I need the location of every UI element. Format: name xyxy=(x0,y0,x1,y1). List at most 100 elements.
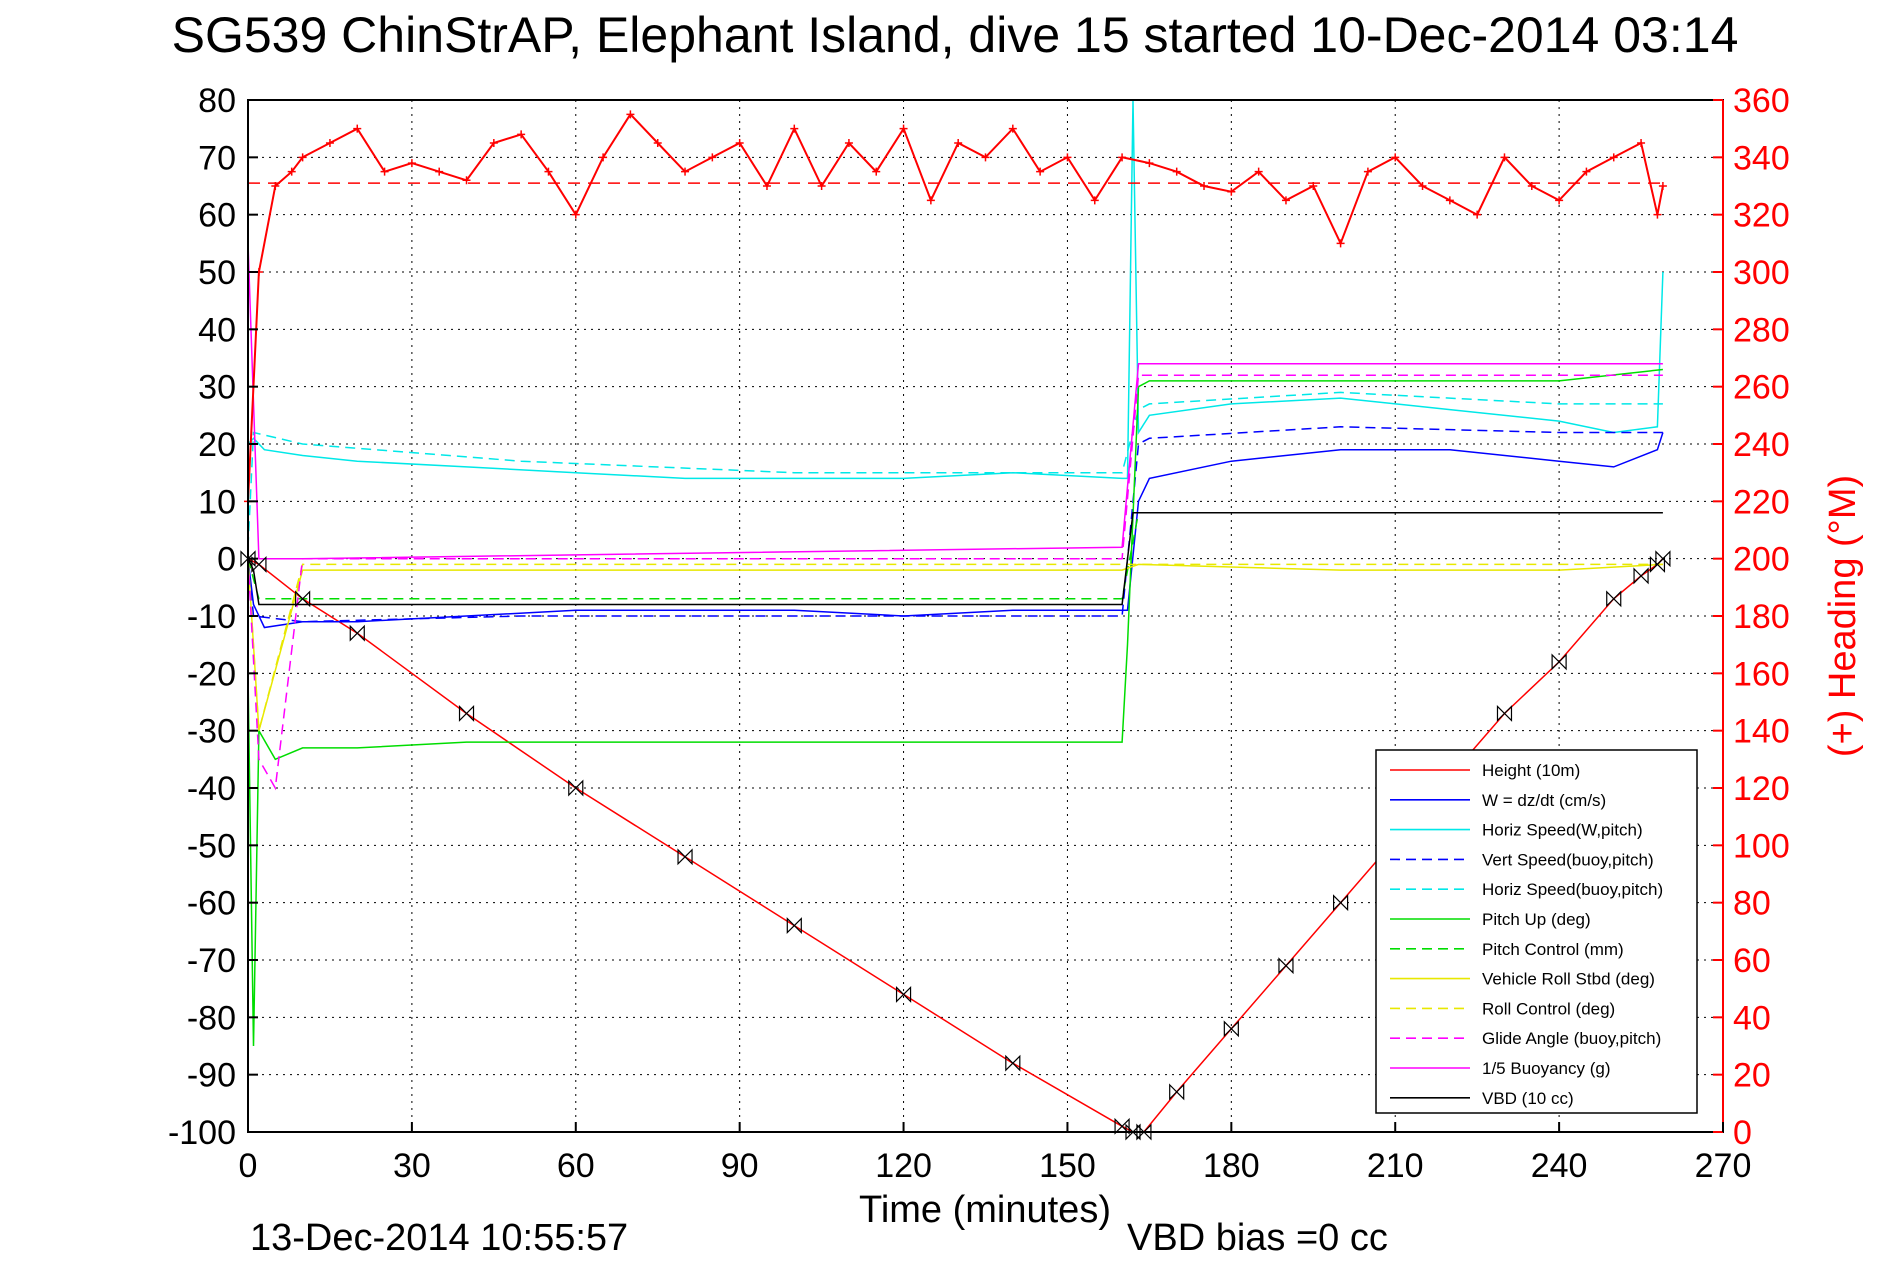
heading-point xyxy=(544,167,553,176)
heading-point xyxy=(626,110,635,119)
heading-point xyxy=(817,182,826,190)
height-marker xyxy=(1332,894,1349,912)
series-layer xyxy=(244,99,1667,1133)
heading-point xyxy=(1658,182,1667,190)
series-1-5-buoyancy-g xyxy=(247,243,1663,560)
y-tick-label-right: 60 xyxy=(1733,942,1771,980)
height-marker xyxy=(1223,1020,1239,1038)
heading-point xyxy=(1391,153,1400,162)
heading-point xyxy=(1090,196,1099,205)
legend-label: Pitch Up (deg) xyxy=(1482,910,1591,929)
legend-label: Vert Speed(buoy,pitch) xyxy=(1482,850,1654,869)
series-vert-speed-buoy-pitch xyxy=(247,426,1663,623)
x-tick-label: 30 xyxy=(393,1147,431,1185)
y-tick-label-left: -40 xyxy=(187,770,236,808)
y-tick-label-left: -100 xyxy=(168,1114,236,1152)
height-marker xyxy=(1125,1123,1141,1141)
y-tick-label-left: 10 xyxy=(198,483,236,521)
y-tick-label-right: 180 xyxy=(1733,598,1790,636)
legend-label: Glide Angle (buoy,pitch) xyxy=(1482,1029,1661,1048)
heading-point xyxy=(708,153,717,162)
heading-point xyxy=(1637,139,1646,147)
heading-point xyxy=(1172,167,1181,176)
heading-point xyxy=(1200,182,1209,190)
y-tick-label-right: 100 xyxy=(1733,827,1790,865)
x-tick-label: 210 xyxy=(1367,1147,1424,1185)
series-roll-control-deg xyxy=(247,558,1663,731)
x-axis-label: Time (minutes) xyxy=(859,1189,1111,1231)
legend-box xyxy=(1375,749,1698,1114)
legend-label: Pitch Control (mm) xyxy=(1482,940,1624,959)
y-tick-label-left: -90 xyxy=(187,1057,236,1095)
y-tick-label-right: 220 xyxy=(1733,483,1790,521)
y-tick-label-left: -50 xyxy=(187,827,236,865)
legend-label: Horiz Speed(W,pitch) xyxy=(1482,821,1643,840)
y-tick-label-right: 260 xyxy=(1733,369,1790,407)
y-tick-label-left: 40 xyxy=(198,311,236,349)
heading-point xyxy=(1118,153,1127,162)
height-marker xyxy=(1606,590,1622,608)
heading-point xyxy=(653,139,662,147)
heading-point xyxy=(1473,210,1482,219)
x-tick-label: 240 xyxy=(1531,1147,1588,1185)
y-axis-right: 0 20 40 60 80 100 120 140 160 180 200 220 240 260 280 3… xyxy=(1713,82,1790,1152)
heading-point xyxy=(954,139,963,147)
height-marker xyxy=(1655,550,1671,568)
heading-point xyxy=(435,167,444,176)
x-tick-label: 90 xyxy=(721,1147,759,1185)
height-marker xyxy=(895,985,912,1003)
height-marker xyxy=(1169,1083,1185,1101)
heading-point xyxy=(762,182,771,190)
height-marker xyxy=(1114,1117,1130,1135)
heading-point xyxy=(1555,196,1564,205)
height-marker xyxy=(349,624,365,642)
heading-point xyxy=(735,139,744,147)
heading-point xyxy=(1254,167,1263,176)
x-tick-label: 120 xyxy=(875,1147,932,1185)
y-tick-label-right: 360 xyxy=(1733,82,1790,120)
heading-point xyxy=(599,153,608,162)
height-marker xyxy=(240,550,256,568)
y-tick-label-right: 300 xyxy=(1733,254,1790,292)
y-tick-label-left: -60 xyxy=(187,885,236,923)
legend-label: Height (10m) xyxy=(1482,761,1580,780)
heading-point xyxy=(681,167,690,176)
heading-point xyxy=(1281,196,1290,205)
x-tick-label: 150 xyxy=(1039,1147,1096,1185)
y-tick-label-right: 200 xyxy=(1733,541,1790,579)
heading-point xyxy=(1036,167,1045,176)
y-tick-label-left: 80 xyxy=(198,82,236,120)
height-marker xyxy=(458,705,475,722)
height-marker xyxy=(568,779,584,797)
y-tick-label-left: 60 xyxy=(198,197,236,235)
height-marker xyxy=(1278,957,1294,975)
height-marker xyxy=(1496,705,1513,722)
heading-point xyxy=(571,210,580,219)
heading-point xyxy=(380,167,389,176)
heading-point xyxy=(1336,239,1345,248)
heading-point xyxy=(1500,153,1509,162)
legend-label: Vehicle Roll Stbd (deg) xyxy=(1482,970,1655,989)
legend-label: VBD (10 cc) xyxy=(1482,1089,1574,1108)
heading-point xyxy=(1582,167,1591,176)
y-tick-label-left: 70 xyxy=(198,139,236,177)
heading-point xyxy=(1609,153,1618,162)
y-tick-label-left: -20 xyxy=(187,655,236,693)
heading-point xyxy=(1063,153,1072,162)
series-horiz-speed-buoy-pitch xyxy=(247,391,1663,548)
x-tick-label: 270 xyxy=(1695,1147,1752,1185)
height-marker xyxy=(295,590,311,608)
y-tick-label-left: -30 xyxy=(187,713,236,751)
heading-point xyxy=(489,139,498,147)
y-tick-label-left: 50 xyxy=(198,254,236,292)
legend-label: Roll Control (deg) xyxy=(1482,999,1615,1018)
x-tick-label: 180 xyxy=(1203,1147,1260,1185)
heading-point xyxy=(872,167,881,176)
y-tick-label-left: 20 xyxy=(198,426,236,464)
height-marker xyxy=(1005,1054,1021,1072)
footer-vbd-bias: VBD bias =0 cc xyxy=(1127,1217,1388,1259)
series-vbd-10-cc xyxy=(247,512,1663,606)
y-tick-label-left: 0 xyxy=(217,541,236,579)
height-marker xyxy=(786,917,802,935)
